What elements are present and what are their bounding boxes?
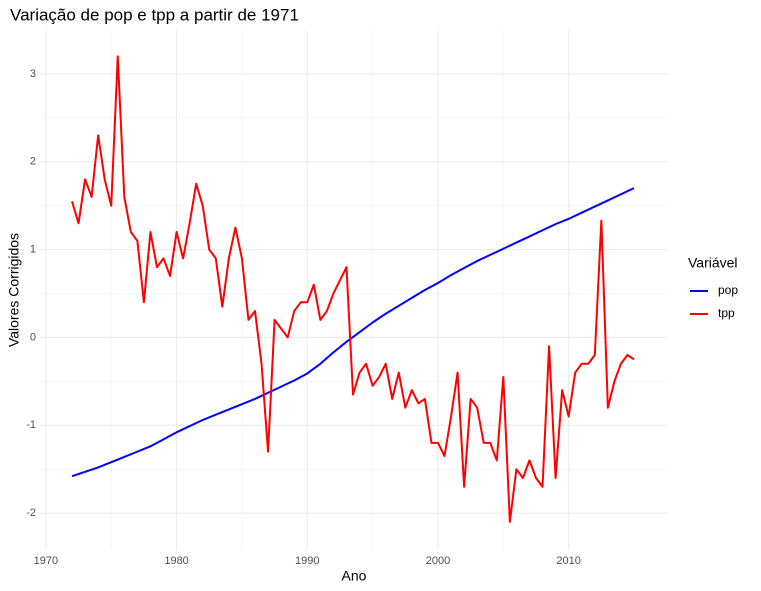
x-tick-label: 2000 (426, 555, 450, 567)
x-tick-label: 1990 (295, 555, 319, 567)
line (71, 187, 635, 478)
y-tick-label: 1 (30, 244, 36, 256)
chart-title: Variação de pop e tpp a partir de 1971 (10, 5, 299, 24)
x-tick-label: 2010 (556, 555, 580, 567)
legend-label: tpp (718, 306, 735, 320)
legend-title: Variável (688, 255, 738, 271)
y-axis-label: Valores Corrigidos (6, 233, 22, 347)
line (71, 55, 635, 523)
y-tick-label: -2 (26, 507, 36, 519)
y-tick-label: -1 (26, 419, 36, 431)
y-tick-label: 3 (30, 68, 36, 80)
x-axis-label: Ano (342, 568, 367, 584)
x-tick-label: 1970 (34, 555, 58, 567)
y-tick-label: 0 (30, 331, 36, 343)
y-tick-label: 2 (30, 156, 36, 168)
x-tick-label: 1980 (164, 555, 188, 567)
legend-label: pop (718, 283, 738, 297)
